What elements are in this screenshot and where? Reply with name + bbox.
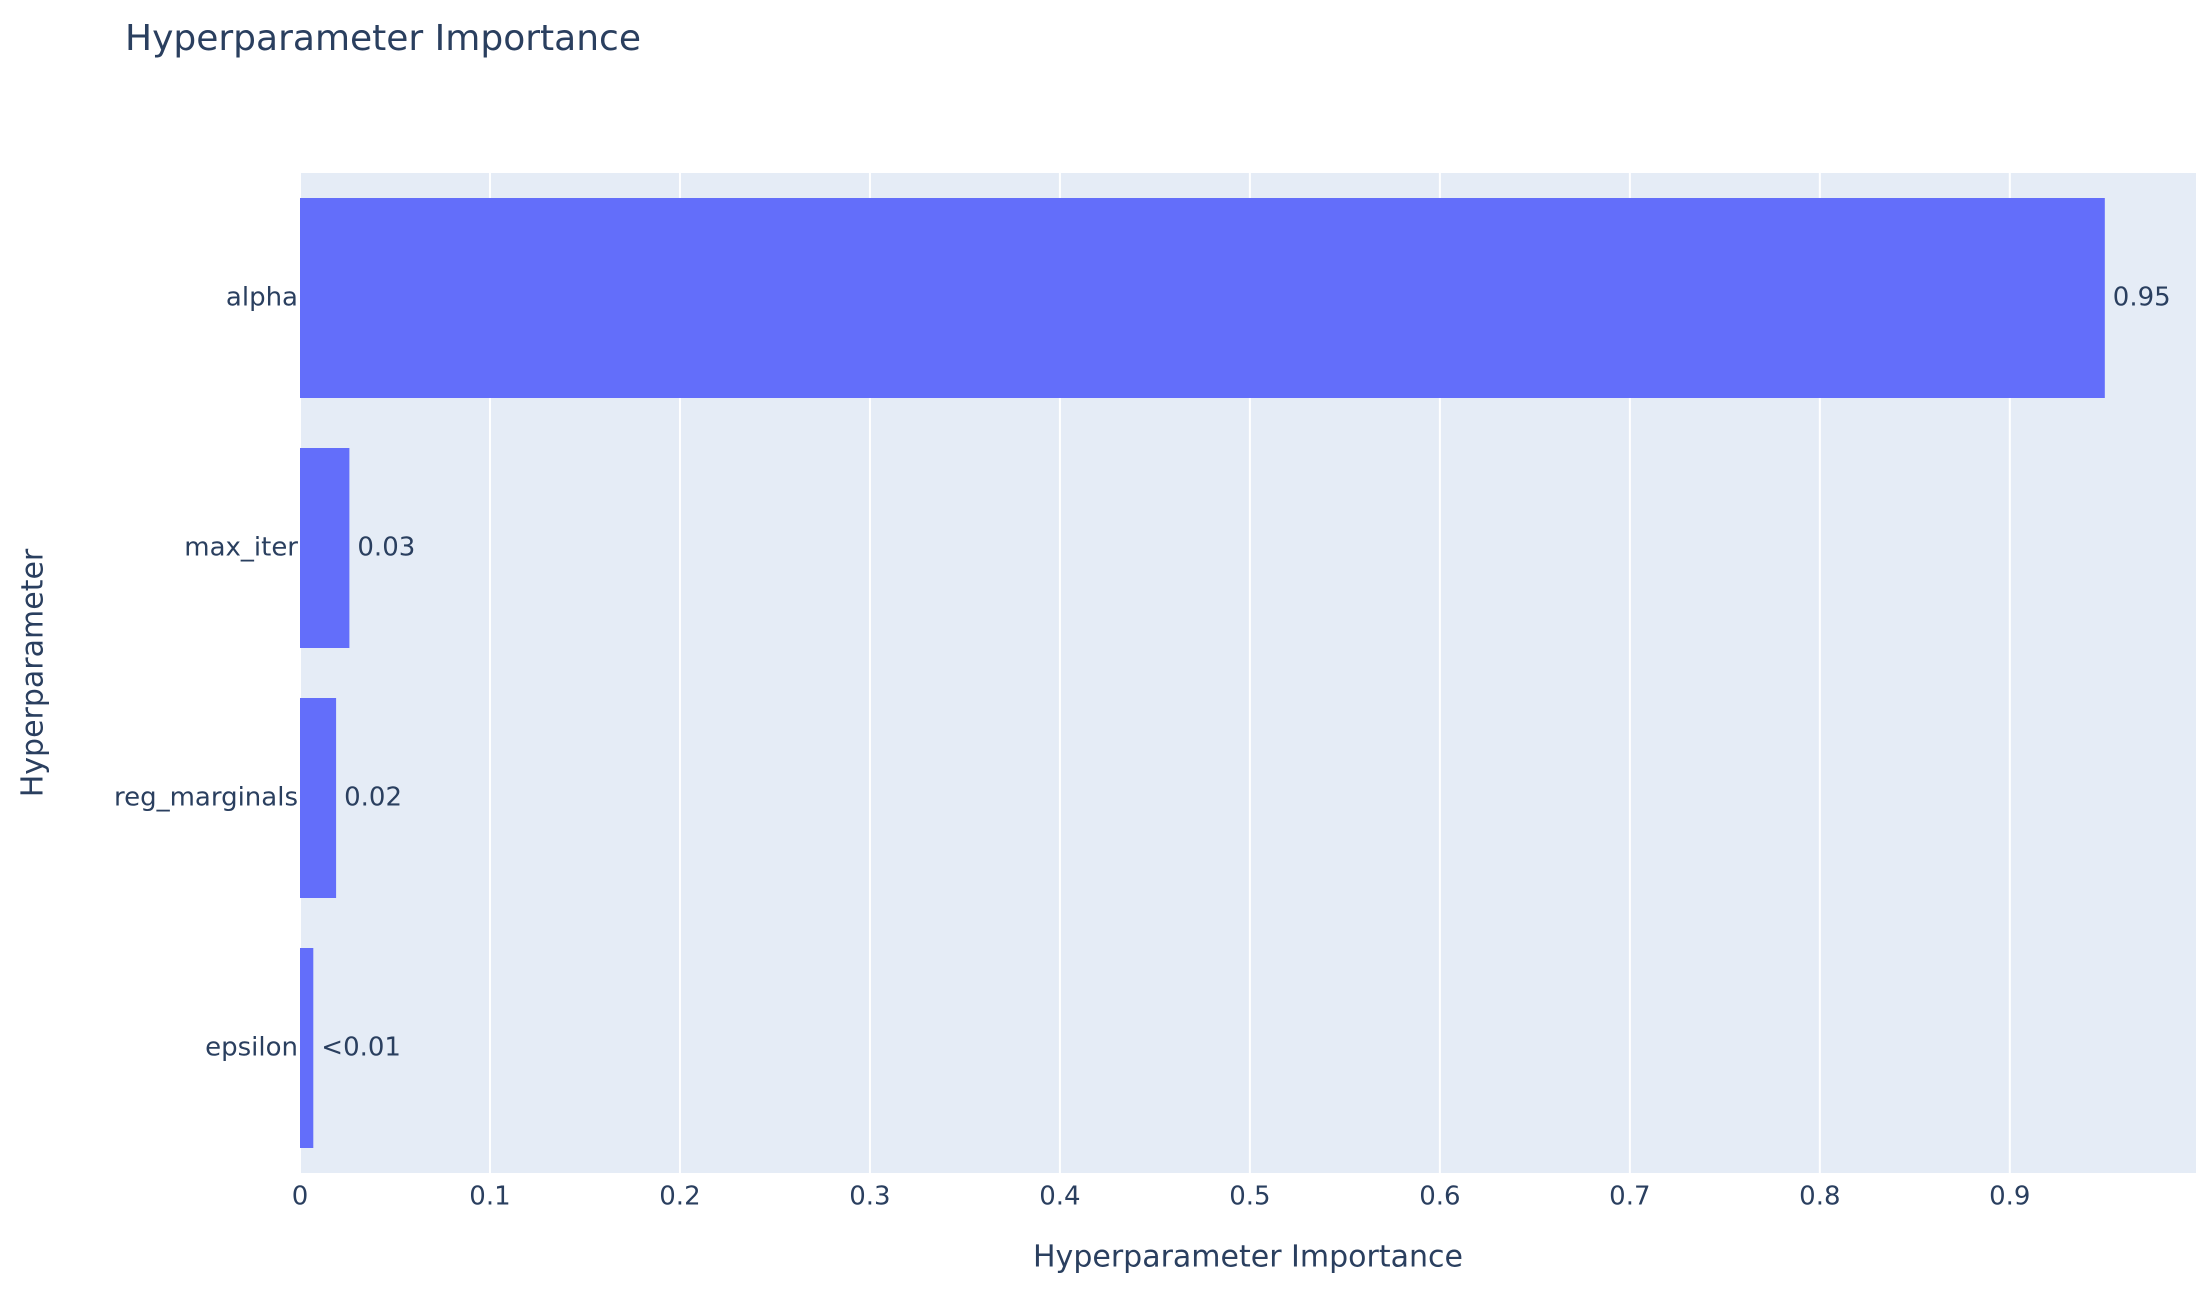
bar [300,948,314,1148]
bar [300,698,337,898]
x-tick-label: 0.5 [1229,1182,1270,1212]
y-tick-label: alpha [226,283,298,313]
y-tick-label: reg_marginals [114,783,298,813]
value-label: 0.03 [357,533,415,563]
x-tick-label: 0.4 [1039,1182,1080,1212]
x-tick-label: 0.2 [659,1182,700,1212]
y-tick-label: epsilon [205,1033,298,1063]
chart-title: Hyperparameter Importance [125,18,641,59]
x-tick-label: 0.6 [1419,1182,1460,1212]
x-tick-label: 0.3 [849,1182,890,1212]
bar [300,198,2105,398]
x-tick-label: 0.8 [1799,1182,1840,1212]
x-tick-label: 0.9 [1989,1182,2030,1212]
bar [300,448,350,648]
x-tick-label: 0.1 [469,1182,510,1212]
x-tick-label: 0 [292,1182,309,1212]
x-axis-title: Hyperparameter Importance [1033,1240,1463,1275]
x-tick-label: 0.7 [1609,1182,1650,1212]
y-tick-label: max_iter [184,533,298,563]
value-label: 0.95 [2113,283,2171,313]
y-axis-title: Hyperparameter [16,548,51,797]
value-label: <0.01 [321,1033,401,1063]
value-label: 0.02 [344,783,402,813]
